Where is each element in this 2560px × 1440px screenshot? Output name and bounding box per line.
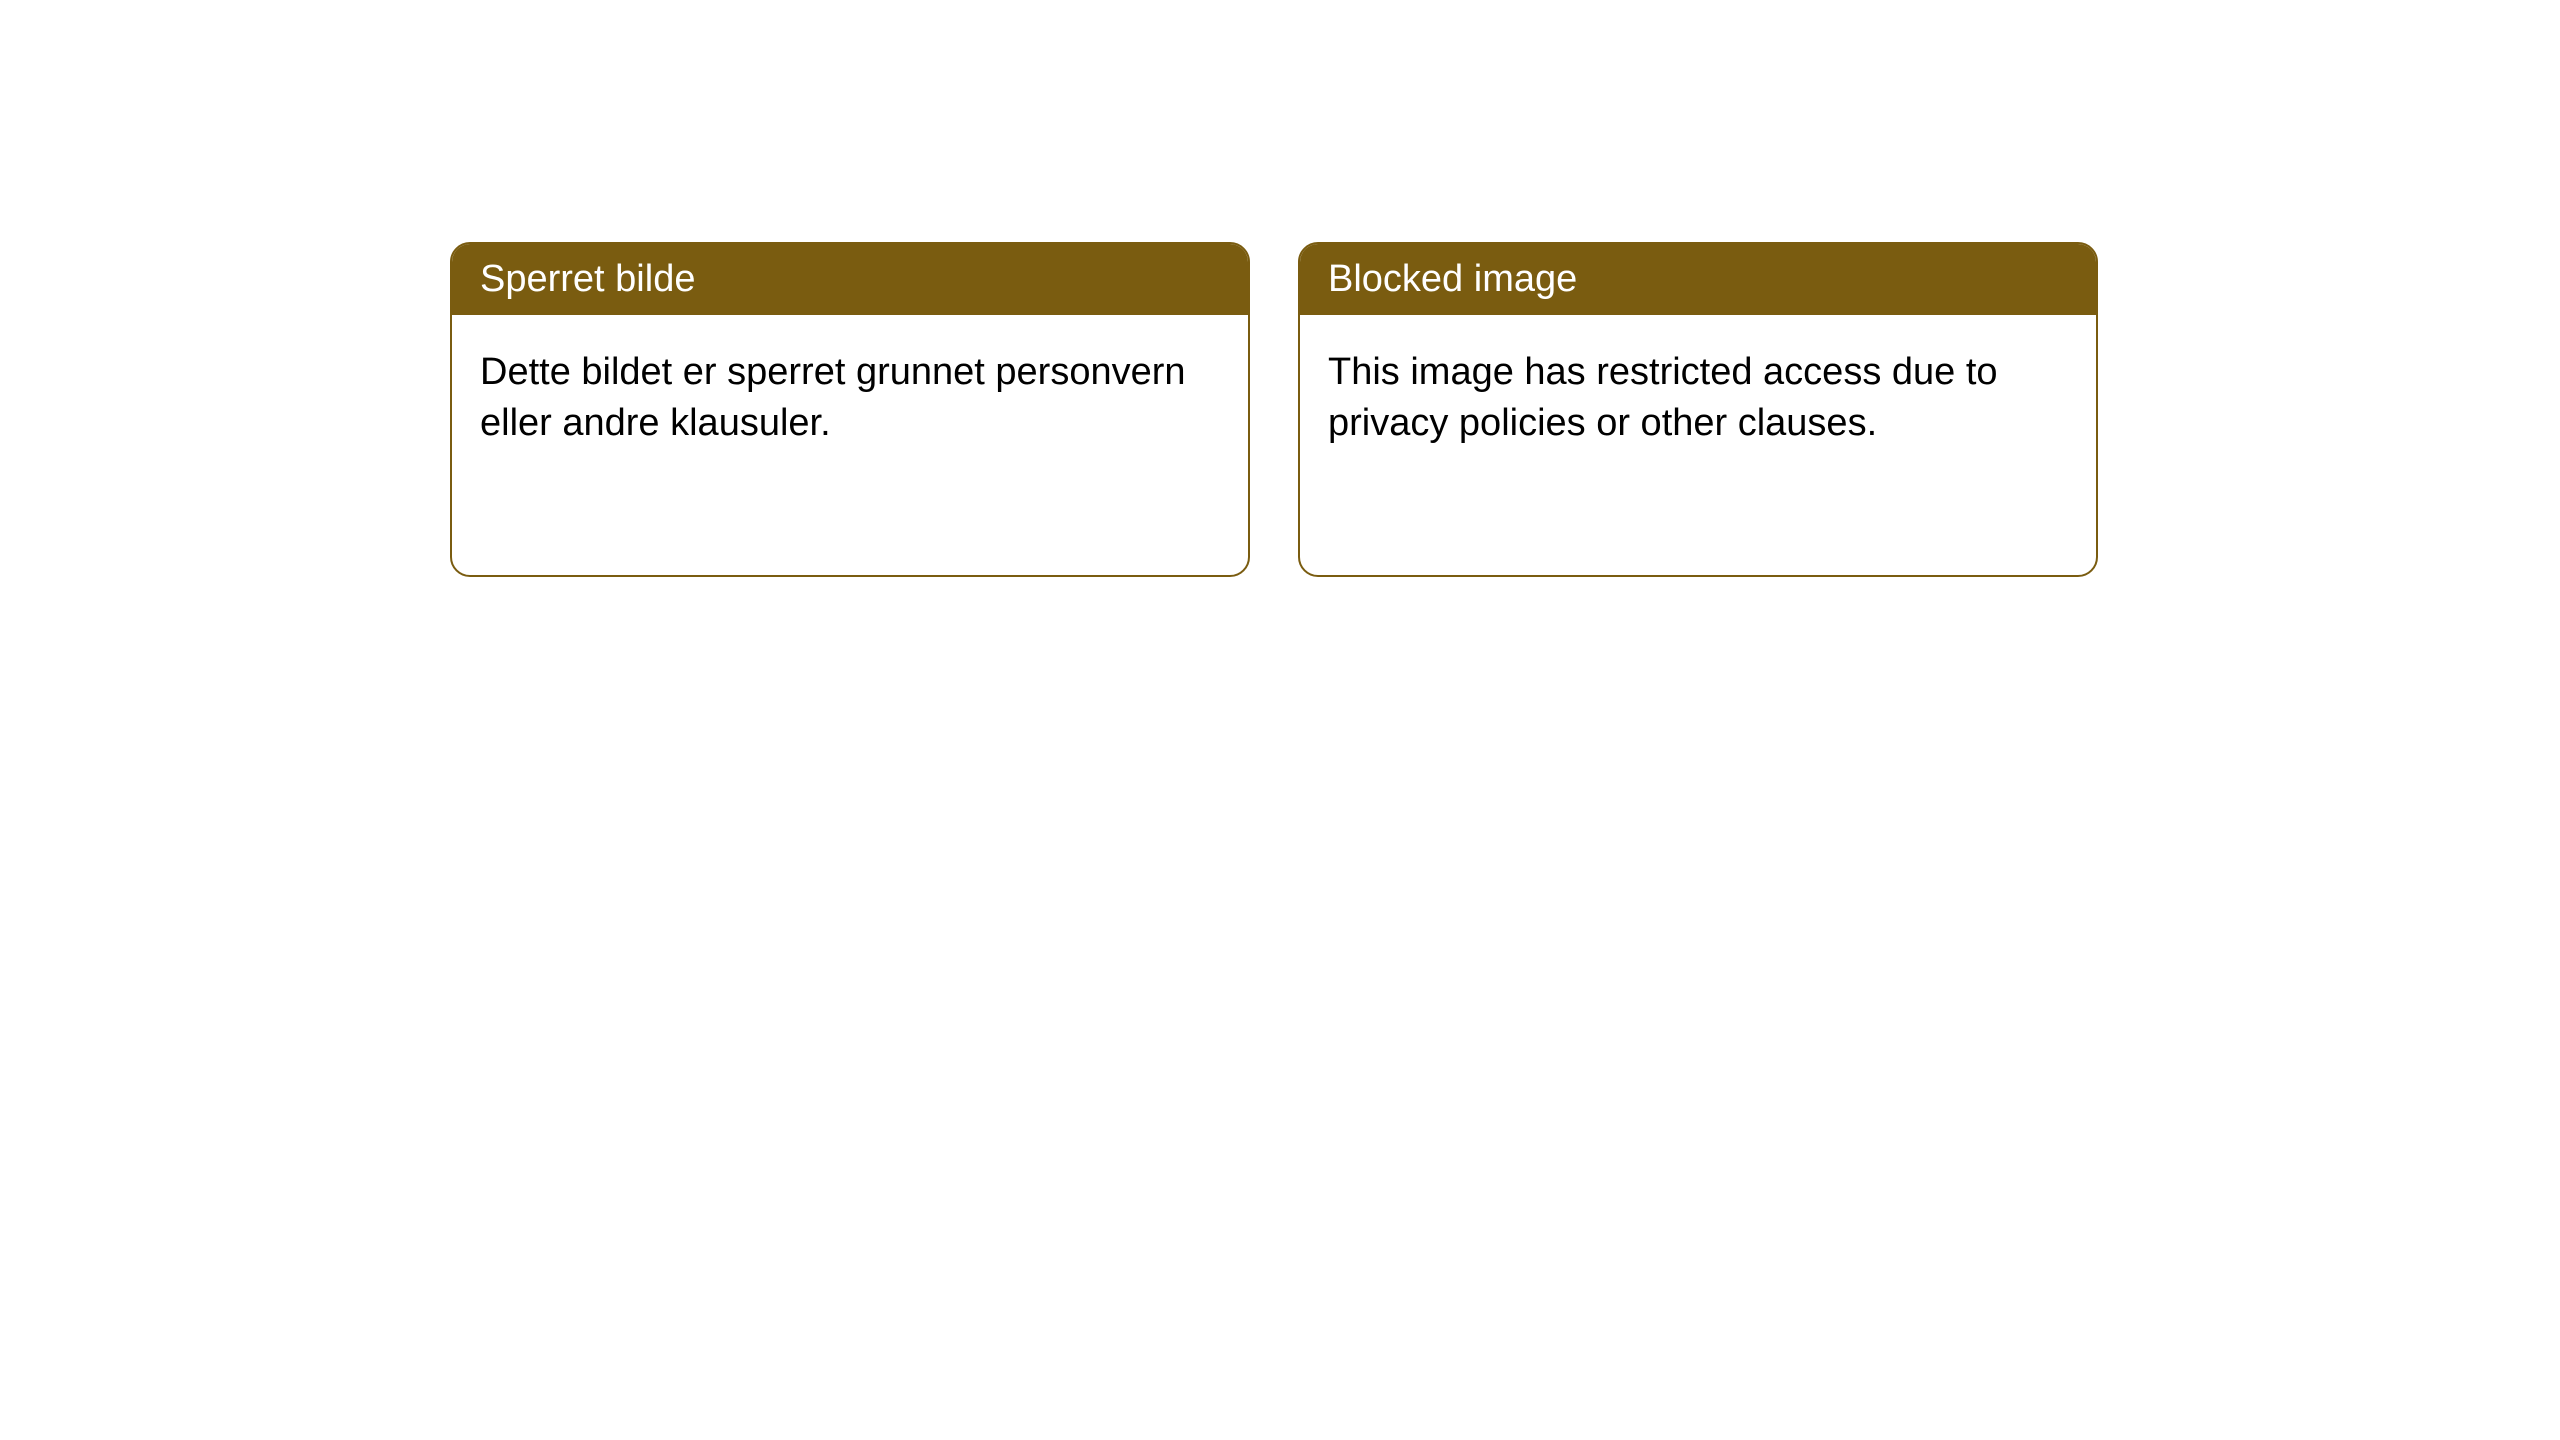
notice-body-norwegian: Dette bildet er sperret grunnet personve… <box>452 315 1248 482</box>
notice-header-norwegian: Sperret bilde <box>452 244 1248 315</box>
notice-card-norwegian: Sperret bilde Dette bildet er sperret gr… <box>450 242 1250 577</box>
notice-container: Sperret bilde Dette bildet er sperret gr… <box>450 242 2098 577</box>
notice-header-english: Blocked image <box>1300 244 2096 315</box>
notice-card-english: Blocked image This image has restricted … <box>1298 242 2098 577</box>
notice-body-english: This image has restricted access due to … <box>1300 315 2096 482</box>
